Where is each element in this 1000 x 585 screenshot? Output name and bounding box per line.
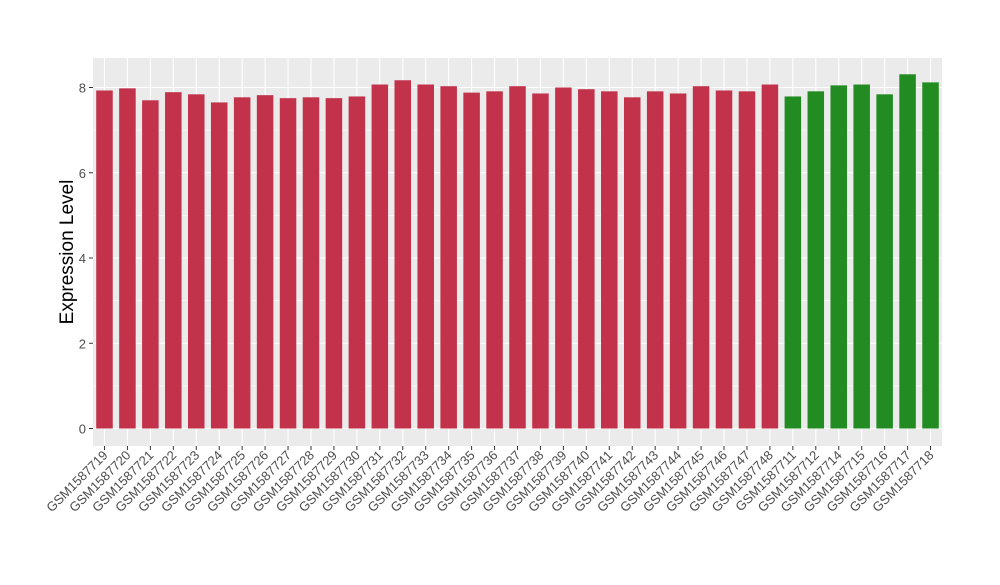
bar-GSM1587746 [715,90,733,429]
bar-GSM1587715 [853,84,870,429]
y-tick-label: 2 [79,336,86,351]
bar-GSM1587733 [417,84,434,429]
bar-GSM1587735 [463,92,480,429]
bar-GSM1587716 [876,94,893,429]
bars [96,74,939,429]
bar-GSM1587734 [440,86,457,429]
bar-GSM1587748 [761,84,779,429]
y-tick-label: 0 [79,422,86,437]
y-tick-label: 4 [79,251,86,266]
bar-GSM1587721 [142,100,159,429]
bar-GSM1587745 [692,86,710,429]
bar-GSM1587725 [233,97,251,429]
bar-GSM1587726 [256,95,274,429]
bar-GSM1587747 [738,91,756,429]
bar-GSM1587722 [165,92,182,429]
bar-GSM1587736 [486,91,503,429]
y-axis: 0 2 4 6 8 [79,81,93,437]
bar-GSM1587742 [623,97,641,429]
bar-GSM1587740 [578,89,595,429]
bar-GSM1587738 [532,93,549,429]
bar-GSM1587728 [302,97,320,429]
bar-GSM1587723 [187,94,205,429]
bar-GSM1587719 [96,90,113,429]
bar-GSM1587743 [646,91,664,429]
bar-GSM1587724 [210,102,228,429]
bar-GSM1587730 [348,96,366,429]
y-tick-label: 6 [79,166,86,181]
bar-GSM1587711 [784,96,802,429]
bar-GSM1587732 [394,80,412,429]
bar-GSM1587717 [899,74,916,429]
bar-GSM1587741 [601,91,618,429]
bar-GSM1587714 [830,85,848,429]
y-tick-label: 8 [79,81,86,96]
bar-GSM1587737 [509,86,526,429]
bar-GSM1587739 [555,87,572,429]
bar-GSM1587712 [807,91,825,429]
bar-GSM1587720 [119,88,136,429]
y-axis-title: Expression Level [57,180,78,325]
bar-GSM1587718 [922,82,939,429]
x-axis: GSM1587719GSM1587720GSM1587721GSM1587722… [43,446,937,515]
bar-GSM1587729 [325,98,343,429]
bar-GSM1587731 [371,84,389,429]
bar-GSM1587727 [279,98,297,429]
bar-GSM1587744 [669,93,687,429]
